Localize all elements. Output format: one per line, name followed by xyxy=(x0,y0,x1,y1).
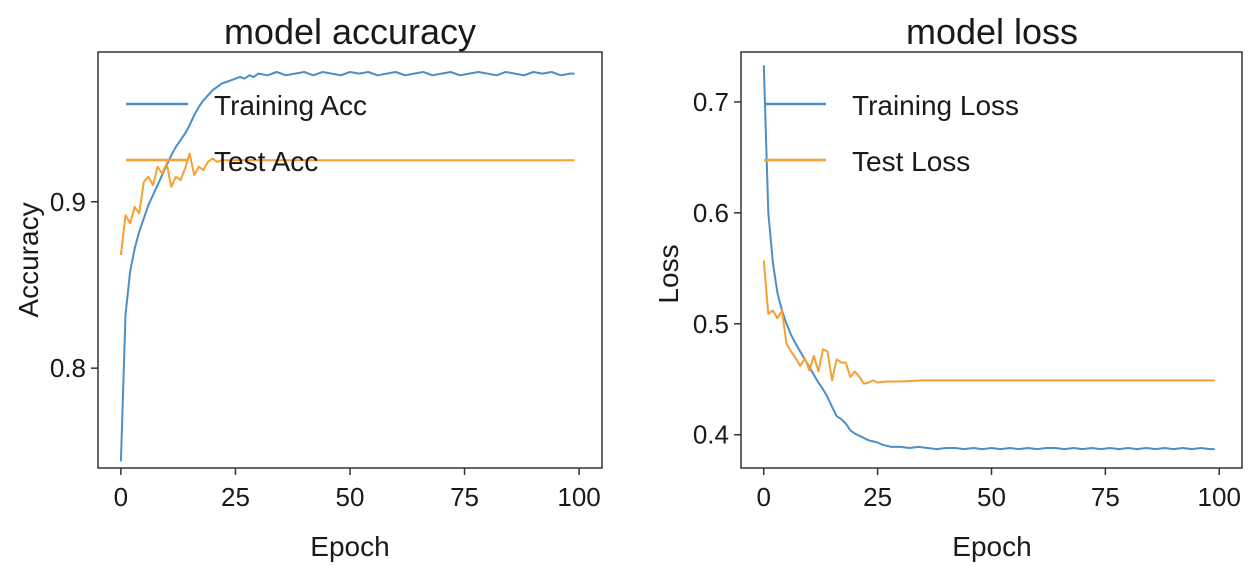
accuracy-chart: model accuracy 0 25 50 75 100 0.8 0.9 Epoch A… xyxy=(13,11,603,562)
x-tick-label: 0 xyxy=(114,482,128,512)
loss-legend: Training Loss Test Loss xyxy=(764,90,1019,177)
legend-label-training-loss: Training Loss xyxy=(852,90,1019,121)
accuracy-legend: Training Acc Test Acc xyxy=(126,90,367,177)
accuracy-y-axis-label: Accuracy xyxy=(13,202,44,317)
y-tick-label: 0.5 xyxy=(693,309,729,339)
accuracy-plot-frame xyxy=(97,51,603,469)
y-tick-label: 0.8 xyxy=(50,353,86,383)
loss-chart: model loss 0 25 50 75 100 0.4 0.5 0.6 0.7 Epoch… xyxy=(653,11,1243,562)
x-tick-label: 75 xyxy=(450,482,479,512)
loss-y-ticks: 0.4 0.5 0.6 0.7 xyxy=(693,87,741,450)
loss-x-axis-label: Epoch xyxy=(952,531,1031,562)
x-tick-label: 100 xyxy=(557,482,600,512)
loss-chart-title: model loss xyxy=(906,11,1078,52)
accuracy-chart-title: model accuracy xyxy=(224,11,476,52)
x-tick-label: 25 xyxy=(221,482,250,512)
series-line-test-loss xyxy=(762,260,1215,385)
accuracy-x-axis-label: Epoch xyxy=(310,531,389,562)
accuracy-lines xyxy=(119,71,575,462)
accuracy-y-ticks: 0.8 0.9 xyxy=(50,187,98,383)
x-tick-label: 100 xyxy=(1198,482,1241,512)
y-tick-label: 0.4 xyxy=(693,420,729,450)
legend-label-test-acc: Test Acc xyxy=(214,146,318,177)
loss-y-axis-label: Loss xyxy=(653,244,684,303)
x-tick-label: 25 xyxy=(863,482,892,512)
loss-plot-frame xyxy=(740,51,1243,469)
accuracy-x-ticks: 0 25 50 75 100 xyxy=(114,468,601,512)
y-tick-label: 0.9 xyxy=(50,187,86,217)
loss-x-ticks: 0 25 50 75 100 xyxy=(757,468,1241,512)
series-line-test-acc xyxy=(119,152,575,256)
legend-label-test-loss: Test Loss xyxy=(852,146,970,177)
y-tick-label: 0.6 xyxy=(693,198,729,228)
legend-label-training-acc: Training Acc xyxy=(214,90,367,121)
y-tick-label: 0.7 xyxy=(693,87,729,117)
x-tick-label: 0 xyxy=(757,482,771,512)
x-tick-label: 50 xyxy=(336,482,365,512)
x-tick-label: 50 xyxy=(977,482,1006,512)
x-tick-label: 75 xyxy=(1091,482,1120,512)
loss-lines xyxy=(762,65,1215,451)
series-line-training-acc xyxy=(119,71,575,462)
series-line-training-loss xyxy=(762,65,1215,451)
